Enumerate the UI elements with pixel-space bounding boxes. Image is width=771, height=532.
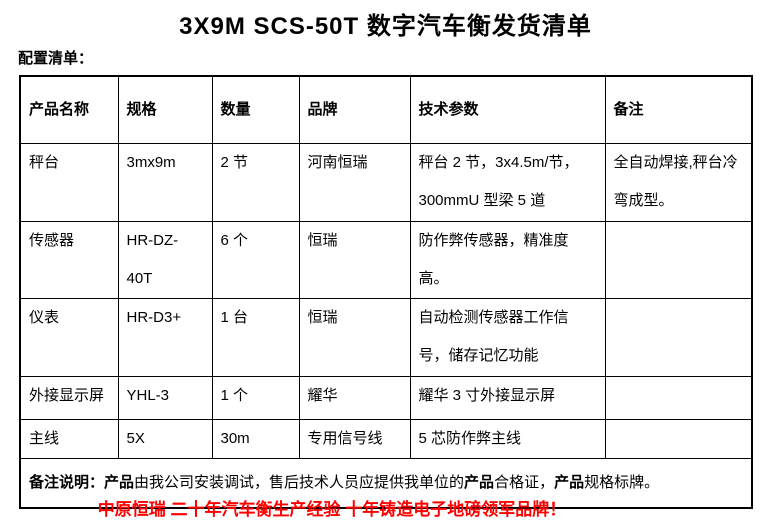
cell-spec: YHL-3 [117,375,213,420]
document-title: 3X9M SCS-50T 数字汽车衡发货清单 [179,13,592,40]
cell-spec: 5X [117,418,213,459]
cell-spec: HR-D3+ [117,297,213,377]
column-header-spec: 规格 [117,75,213,144]
cell-brand: 耀华 [298,375,411,420]
cell-remark [604,375,753,420]
cell-brand: 恒瑞 [298,220,411,299]
cell-params: 防作弊传感器，精准度高。 [409,220,606,299]
note-cell: 备注说明：产品由我公司安装调试，售后技术人员应提供我单位的产品合格证，产品规格标… [19,457,753,509]
cell-qty: 1 个 [211,375,300,420]
cell-remark: 全自动焊接,秤台冷弯成型。 [604,142,753,222]
note-part: 产品 [104,473,135,491]
header-row: 产品名称 规格 数量 品牌 技术参数 备注 [19,75,753,144]
cell-remark [604,418,753,459]
column-header-brand: 品牌 [298,75,411,144]
column-header-remark: 备注 [604,75,753,144]
cell-product: 外接显示屏 [19,375,119,420]
cell-spec: HR-DZ-40T [117,220,213,299]
note-part: 产品 [554,473,585,491]
cell-brand: 专用信号线 [298,418,411,459]
cell-params: 秤台 2 节，3x4.5m/节，300mmU 型梁 5 道 [409,142,606,222]
note-part: 产品 [464,473,495,491]
cell-product: 仪表 [19,297,119,377]
table-row-sensor: 传感器 HR-DZ-40T 6 个 恒瑞 防作弊传感器，精准度高。 [19,220,753,299]
cell-qty: 30m [211,418,300,459]
note-label: 备注说明： [29,473,105,491]
cell-qty: 6 个 [211,220,300,299]
cell-product: 主线 [19,418,119,459]
cell-spec: 3mx9m [117,142,213,222]
column-header-product: 产品名称 [19,75,119,144]
shipping-list-table: 产品名称 规格 数量 品牌 技术参数 备注 秤台 3mx9m 2 节 河南恒瑞 … [19,75,753,509]
cell-params: 自动检测传感器工作信号，储存记忆功能 [409,297,606,377]
table-row-external-display: 外接显示屏 YHL-3 1 个 耀华 耀华 3 寸外接显示屏 [19,375,753,420]
config-list-label: 配置清单： [18,50,94,67]
table-row-indicator: 仪表 HR-D3+ 1 台 恒瑞 自动检测传感器工作信号，储存记忆功能 [19,297,753,377]
cell-params: 5 芯防作弊主线 [409,418,606,459]
column-header-qty: 数量 [211,75,300,144]
table-row-platform: 秤台 3mx9m 2 节 河南恒瑞 秤台 2 节，3x4.5m/节，300mmU… [19,142,753,222]
cell-product: 秤台 [19,142,119,222]
table-row-main-cable: 主线 5X 30m 专用信号线 5 芯防作弊主线 [19,418,753,459]
note-part: 合格证， [494,473,555,491]
cell-remark [604,297,753,377]
cell-params: 耀华 3 寸外接显示屏 [409,375,606,420]
brand-slogan: 中原恒瑞 二十年汽车衡生产经验 十年铸造电子地磅领军品牌！ [97,500,567,519]
cell-product: 传感器 [19,220,119,299]
cell-qty: 1 台 [211,297,300,377]
cell-brand: 恒瑞 [298,297,411,377]
cell-brand: 河南恒瑞 [298,142,411,222]
column-header-params: 技术参数 [409,75,606,144]
note-part: 由我公司安装调试，售后技术人员应提供我单位的 [134,473,465,491]
note-row: 备注说明：产品由我公司安装调试，售后技术人员应提供我单位的产品合格证，产品规格标… [19,457,753,509]
note-part: 规格标牌。 [584,473,660,491]
cell-qty: 2 节 [211,142,300,222]
cell-remark [604,220,753,299]
